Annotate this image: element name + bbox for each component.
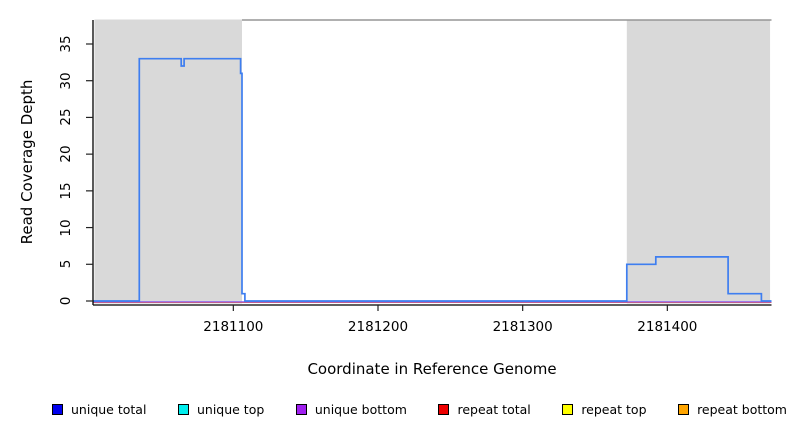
x-tick-label: 2181100: [203, 319, 264, 335]
legend-label: unique top: [196, 401, 265, 417]
y-tick-label: 20: [58, 145, 74, 163]
legend: unique total unique top unique bottom repea…: [52, 399, 787, 419]
legend-item-unique-total: unique total: [52, 402, 146, 417]
legend-swatch-icon: [438, 403, 450, 415]
legend-item-repeat-total: repeat total: [438, 401, 531, 417]
shaded-region-read-cluster-1: [94, 19, 243, 304]
legend-swatch-icon: [52, 403, 63, 415]
x-tick-label: 2181200: [347, 319, 409, 335]
x-axis-label: Coordinate in Reference Genome: [307, 360, 557, 378]
y-tick-label: 30: [58, 72, 74, 90]
legend-label: repeat top: [581, 401, 647, 417]
y-tick-label: 35: [58, 35, 74, 53]
y-tick-label: 15: [58, 182, 74, 200]
unique-total-line: [93, 57, 772, 302]
y-axis-label: Read Coverage Depth: [18, 79, 36, 245]
legend-swatch-icon: [177, 403, 189, 415]
legend-label: unique bottom: [314, 401, 407, 417]
x-tick-label: 2181400: [637, 319, 698, 335]
legend-item-unique-bottom: unique bottom: [295, 401, 407, 417]
legend-swatch-icon: [678, 403, 690, 415]
legend-label: unique total: [71, 401, 147, 417]
y-tick-label: 10: [58, 218, 74, 237]
shaded-region-read-cluster-2: [626, 19, 771, 304]
legend-swatch-icon: [562, 403, 574, 415]
legend-item-unique-top: unique top: [177, 401, 265, 417]
legend-swatch-icon: [295, 403, 307, 415]
legend-label: repeat bottom: [697, 401, 787, 417]
legend-item-repeat-bottom: repeat bottom: [678, 402, 787, 417]
y-tick-label: 5: [58, 259, 74, 269]
y-tick-label: 25: [58, 108, 74, 127]
legend-label: repeat total: [457, 401, 531, 417]
y-tick-label: 0: [58, 296, 74, 306]
x-tick-label: 2181300: [492, 319, 553, 335]
legend-item-repeat-top: repeat top: [562, 401, 647, 417]
